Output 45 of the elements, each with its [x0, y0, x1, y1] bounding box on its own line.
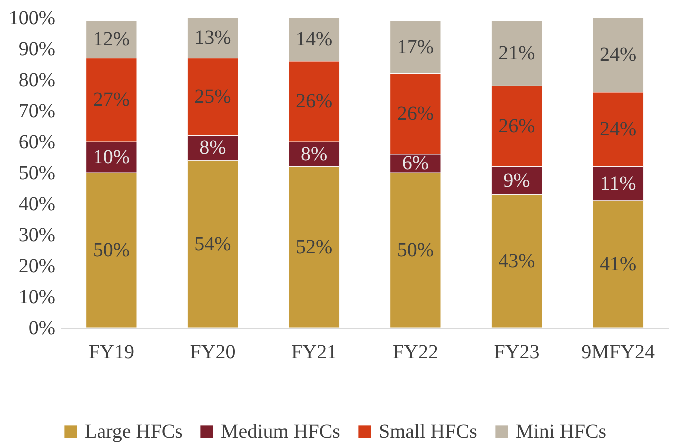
data-label: 6% [402, 152, 430, 175]
data-label: 50% [93, 240, 130, 262]
data-label: 8% [200, 137, 226, 160]
data-label: 26% [498, 116, 536, 138]
data-label: 12% [93, 28, 130, 51]
x-tick-label: FY22 [392, 342, 438, 364]
legend-label: Large HFCs [85, 421, 184, 443]
data-label: 27% [93, 89, 130, 112]
data-label: 24% [600, 118, 637, 141]
x-tick-label: FY23 [494, 342, 540, 364]
data-label: 43% [498, 250, 536, 272]
data-label: 21% [498, 42, 536, 65]
data-label: 52% [296, 236, 333, 258]
y-tick-label: 0% [28, 318, 56, 340]
data-label: 24% [600, 44, 637, 66]
y-tick-label: 90% [18, 38, 56, 60]
y-tick-label: 50% [18, 162, 56, 184]
y-tick-label: 100% [8, 8, 56, 30]
data-label: 54% [194, 233, 232, 256]
legend-label: Small HFCs [379, 421, 478, 443]
x-tick-label: FY21 [292, 342, 338, 364]
x-tick-label: FY20 [190, 342, 236, 364]
y-tick-label: 30% [18, 224, 56, 246]
data-label: 8% [300, 143, 328, 166]
data-label: 50% [397, 240, 434, 262]
data-label: 41% [600, 253, 637, 276]
data-label: 26% [296, 90, 333, 113]
data-label: 14% [296, 28, 333, 51]
y-tick-label: 20% [18, 256, 56, 278]
data-label: 9% [504, 170, 530, 192]
y-tick-label: 80% [18, 70, 56, 92]
y-tick-label: 10% [18, 286, 56, 308]
x-tick-label: FY19 [88, 342, 134, 364]
y-tick-label: 40% [18, 194, 56, 216]
legend-label: Mini HFCs [516, 421, 607, 443]
legend-label: Medium HFCs [221, 421, 341, 443]
x-tick-label: 9MFY24 [582, 342, 656, 364]
y-tick-label: 60% [18, 132, 56, 154]
data-label: 10% [93, 146, 130, 168]
data-label: 13% [194, 27, 232, 50]
data-label: 11% [600, 172, 636, 195]
data-label: 25% [194, 86, 232, 108]
data-label: 17% [397, 36, 434, 58]
y-tick-label: 70% [18, 100, 56, 122]
data-label: 26% [397, 103, 434, 126]
